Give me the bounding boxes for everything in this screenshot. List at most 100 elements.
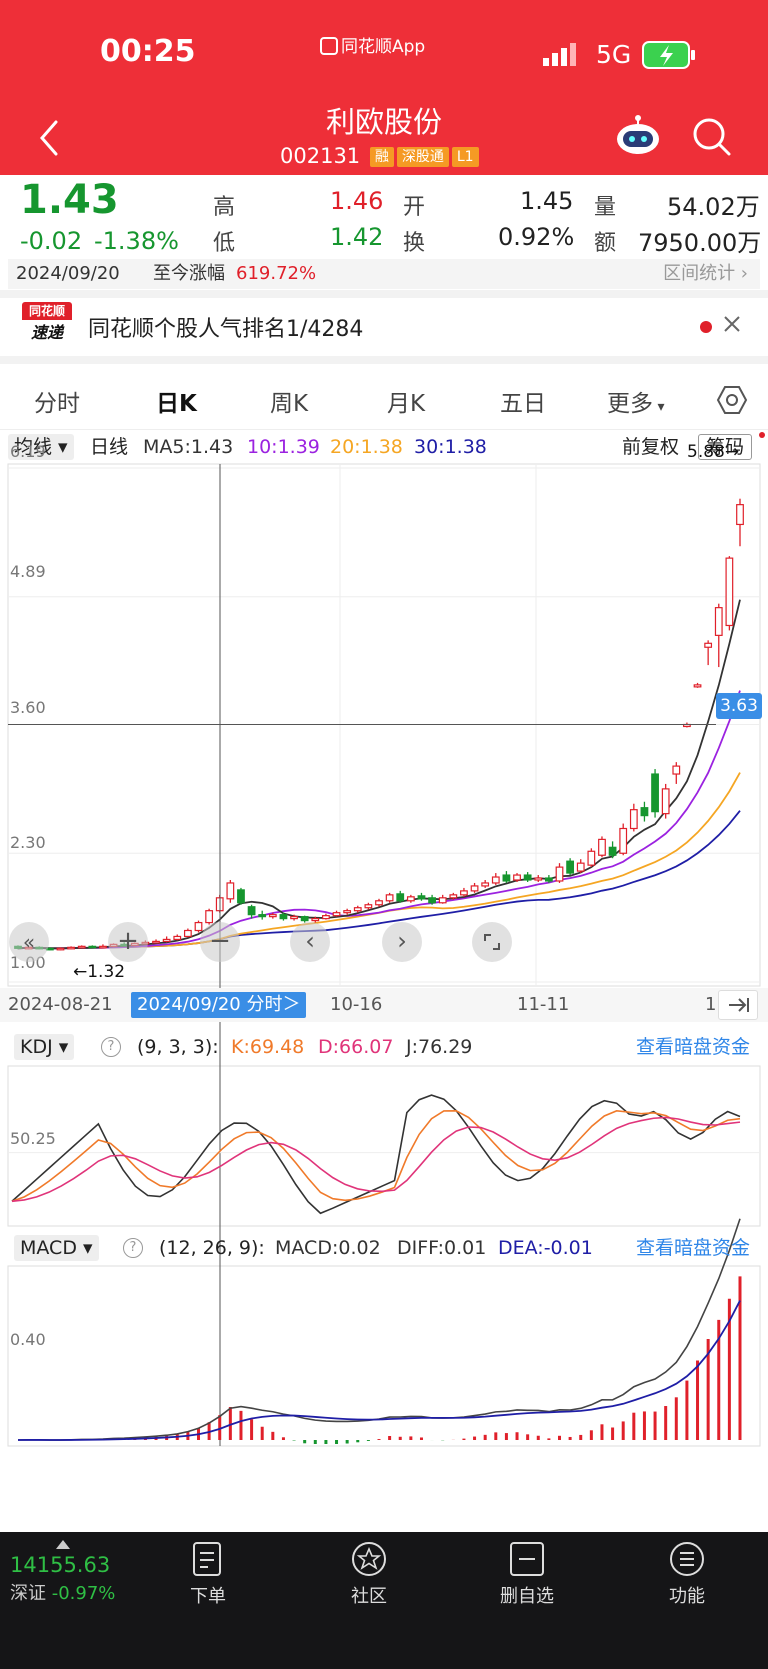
- stock-code-row: 002131 融深股通 L1: [280, 144, 479, 168]
- badge-connect: 深股通: [396, 147, 449, 167]
- price-label-3: 3.60: [10, 698, 46, 717]
- back-icon[interactable]: [34, 118, 64, 158]
- candle-body: [173, 935, 182, 941]
- ma-bar: 均线 ▾ 日线 MA5:1.43 10:1.39 20:1.38 30:1.38…: [0, 430, 768, 464]
- candle-body: [77, 945, 86, 949]
- kdj-level-label: 50.25: [10, 1129, 56, 1148]
- candle-body: [481, 882, 490, 887]
- candle-body: [237, 889, 245, 904]
- scroll-left-icon[interactable]: ‹: [290, 922, 330, 962]
- index-ticker[interactable]: 14155.63 深证 -0.97%: [10, 1540, 150, 1605]
- remove-watchlist-icon: [510, 1542, 544, 1576]
- tab-monthly-k[interactable]: 月K: [387, 391, 426, 417]
- fast-back-icon[interactable]: «: [9, 922, 49, 962]
- fullscreen-icon[interactable]: [472, 922, 512, 962]
- gain-label: 至今涨幅: [153, 263, 225, 284]
- tab-daily-k[interactable]: 日K: [156, 391, 197, 417]
- zoom-out-icon[interactable]: −: [200, 922, 240, 962]
- candle-body: [725, 557, 734, 627]
- app-logo-icon: [320, 37, 338, 55]
- interval-stats-link[interactable]: 区间统计 ›: [663, 263, 748, 284]
- nav-remove-watchlist[interactable]: 删自选: [467, 1540, 587, 1608]
- candle-body: [332, 912, 341, 917]
- settings-hexagon-icon[interactable]: [716, 384, 748, 420]
- close-icon[interactable]: [722, 314, 742, 338]
- nav-functions[interactable]: 功能: [627, 1540, 747, 1608]
- candle-body: [619, 827, 628, 854]
- kline-chart[interactable]: [0, 430, 768, 1532]
- candle-body: [194, 921, 203, 932]
- chips-button[interactable]: 筹码: [698, 434, 753, 460]
- index-change: -0.97%: [51, 1583, 116, 1604]
- candle-body: [311, 918, 320, 922]
- macd-selector[interactable]: MACD ▾: [14, 1235, 99, 1261]
- candle-body: [651, 773, 659, 813]
- candle-body: [693, 684, 702, 688]
- kdj-k-line: [11, 1110, 741, 1203]
- tab-weekly-k[interactable]: 周K: [270, 391, 309, 417]
- index-value: 14155.63: [10, 1553, 111, 1577]
- nav-order[interactable]: 下单: [148, 1540, 268, 1608]
- zoom-controls: « + − ‹ ›: [0, 922, 768, 962]
- adjust-selector[interactable]: 前复权: [622, 436, 680, 458]
- kdj-j-line: [11, 1094, 741, 1215]
- candle-body: [364, 904, 373, 909]
- jump-latest-icon[interactable]: [718, 990, 758, 1020]
- robot-assistant-icon[interactable]: [614, 114, 662, 160]
- news-banner[interactable]: 同花顺 速递 同花顺个股人气排名1/4284: [0, 290, 768, 364]
- candle-body: [322, 915, 330, 920]
- gain-value: 619.72%: [236, 263, 317, 284]
- kdj-dark-pool-link[interactable]: 查看暗盘资金: [636, 1036, 751, 1058]
- quote-date: 2024/09/20: [16, 263, 120, 284]
- period-label: 日线: [90, 436, 129, 458]
- max-price-label: 5.88→: [687, 442, 740, 462]
- candle-body: [438, 897, 447, 904]
- candle-body: [396, 893, 405, 902]
- unread-dot: [700, 321, 712, 333]
- candle-body: [502, 874, 511, 882]
- candle-body: [534, 877, 543, 881]
- zoom-in-icon[interactable]: +: [108, 922, 148, 962]
- indicator-selector[interactable]: 均线 ▾: [8, 434, 74, 460]
- kdj-help-icon[interactable]: ?: [101, 1037, 121, 1057]
- tab-time-share[interactable]: 分时: [34, 391, 80, 417]
- tab-more[interactable]: 更多 ▾: [607, 391, 665, 417]
- date-selected-button[interactable]: 2024/09/20 分时＞: [131, 992, 307, 1018]
- order-icon: [193, 1542, 221, 1576]
- candle-body: [247, 906, 256, 916]
- status-time: 00:25: [100, 34, 196, 69]
- candle-body: [460, 890, 468, 896]
- candle-body: [428, 897, 436, 904]
- volume-label: 量: [594, 195, 617, 220]
- macd-dark-pool-link[interactable]: 查看暗盘资金: [636, 1237, 751, 1259]
- kdj-d-line: [11, 1116, 741, 1203]
- candle-body: [268, 914, 277, 918]
- macd-level-label: 0.40: [10, 1330, 46, 1349]
- news-logo-bottom: 速递: [30, 323, 63, 342]
- search-icon[interactable]: [692, 117, 732, 161]
- index-up-triangle-icon: [56, 1540, 70, 1549]
- candle-body: [544, 877, 553, 882]
- top-header: 00:25 同花顺App 5G 利欧股份 002131 融深股通 L1: [0, 0, 768, 175]
- nav-community[interactable]: 社区: [309, 1540, 429, 1608]
- volume-value: 54.02万: [667, 193, 760, 221]
- candle-body: [99, 945, 107, 949]
- scroll-right-icon[interactable]: ›: [382, 922, 422, 962]
- candle-body: [513, 874, 521, 881]
- macd-help-icon[interactable]: ?: [123, 1238, 143, 1258]
- kdj-selector[interactable]: KDJ ▾: [14, 1034, 75, 1060]
- current-price: 1.43: [20, 177, 119, 223]
- news-logo-top: 同花顺: [22, 302, 72, 320]
- date-left: 2024-08-21: [8, 994, 113, 1015]
- turnover-value: 0.92%: [498, 223, 575, 251]
- macd-diff: DIFF:0.01: [397, 1237, 487, 1259]
- index-name: 深证: [10, 1583, 46, 1604]
- date-edge: 1: [705, 994, 717, 1015]
- tab-five-day[interactable]: 五日: [500, 391, 546, 417]
- ma5-line: [17, 599, 741, 950]
- battery-icon: [642, 40, 698, 74]
- candle-body: [566, 860, 575, 874]
- kdj-header: KDJ ▾ ? (9, 3, 3): K:69.48 D:66.07 J:76.…: [0, 1030, 768, 1064]
- candle-body: [205, 910, 214, 924]
- candle-body: [736, 504, 744, 526]
